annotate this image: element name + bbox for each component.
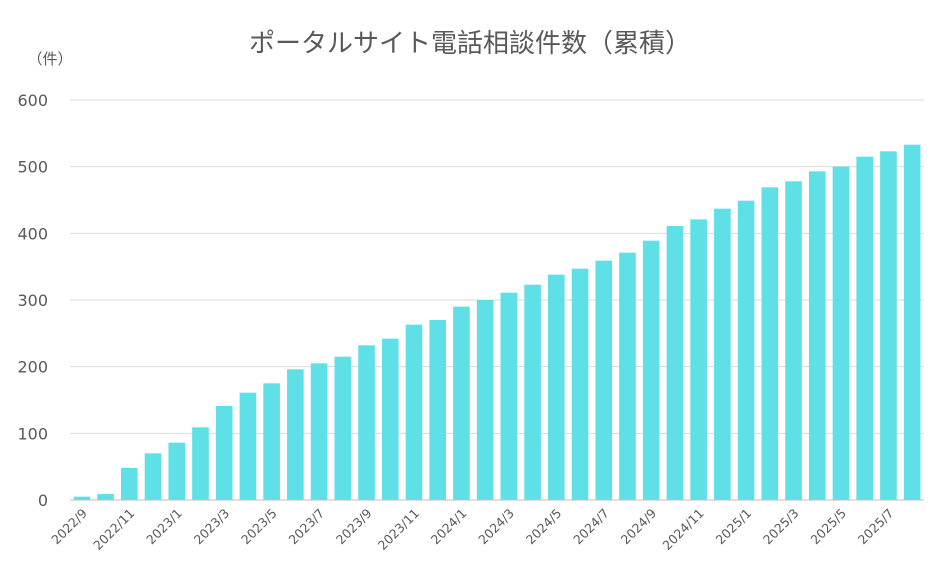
bar-2025/4 [808,171,826,501]
bar-2024/5 [548,274,565,500]
x-axis-ticks: 2022/9 2022/11 2023/1 2023/3 2023/5 2023/7 202… [48,505,896,552]
bar-2023/5 [263,383,280,500]
bar-2025/8 [903,144,921,500]
bar-2024/1 [453,306,470,500]
x-tick-label: 2024/1 [428,506,470,548]
y-tick-label: 500 [17,158,48,177]
bar-2024/3 [500,292,518,500]
bar-2023/6 [287,369,304,500]
x-tick-label: 2024/5 [523,506,565,548]
x-tick-label: 2023/3 [191,506,233,548]
bar-2024/7 [595,260,613,500]
y-tick-label: 100 [17,424,48,443]
bar-2025/2 [761,187,779,501]
x-tick-label: 2024/11 [659,506,706,553]
bar-2025/6 [856,156,873,500]
bar-2025/7 [880,151,897,501]
bar-2023/2 [192,427,209,500]
y-tick-label: 300 [17,291,48,310]
x-tick-label: 2025/1 [712,506,754,548]
bar-2024/6 [571,268,589,500]
chart-title: ポータルサイト電話相談件数（累積） [249,29,691,59]
bar-2025/5 [832,166,850,500]
bar-2023/4 [239,392,257,500]
bar-2023/11 [405,324,423,500]
bar-2023/8 [334,356,352,500]
bar-2022/9 [73,496,91,500]
x-tick-label: 2023/7 [285,506,327,548]
x-tick-label: 2024/7 [570,506,612,548]
x-tick-label: 2022/11 [90,506,137,553]
bar-2024/11 [690,219,707,501]
bar-2024/12 [714,208,731,500]
x-tick-label: 2023/11 [375,506,422,553]
y-tick-label: 400 [17,224,48,243]
bar-2025/1 [737,200,755,500]
x-tick-label: 2023/9 [333,505,375,547]
y-tick-label: 600 [17,91,48,110]
y-tick-label: 0 [38,491,48,510]
bar-2024/2 [476,300,494,500]
bar-2024/10 [666,226,684,500]
y-axis-ticks: 0 100 200 300 400 500 600 [17,91,48,510]
x-tick-label: 2023/1 [143,506,185,548]
x-tick-label: 2024/9 [618,505,660,547]
bar-2023/9 [358,345,375,500]
x-tick-label: 2025/5 [807,506,849,548]
bar-2023/1 [168,442,186,500]
x-tick-label: 2022/9 [48,505,90,547]
y-tick-label: 200 [17,358,48,377]
bar-2024/9 [642,240,660,500]
bar-2022/12 [144,453,162,500]
bar-2024/8 [619,252,636,500]
x-tick-label: 2024/3 [475,506,517,548]
x-tick-label: 2025/3 [760,506,802,548]
bar-2023/12 [429,320,446,500]
bar-2022/10 [97,494,114,500]
bar-2022/11 [121,468,138,500]
x-tick-label: 2023/5 [238,506,280,548]
gridlines [70,99,924,434]
bar-2025/3 [785,181,802,501]
bars [73,144,921,501]
bar-2023/10 [381,338,399,500]
y-axis-unit-label: （件） [27,50,72,68]
bar-2023/3 [215,406,233,500]
bar-2023/7 [310,363,328,500]
bar-2024/4 [524,284,541,500]
x-tick-label: 2025/7 [855,506,897,548]
